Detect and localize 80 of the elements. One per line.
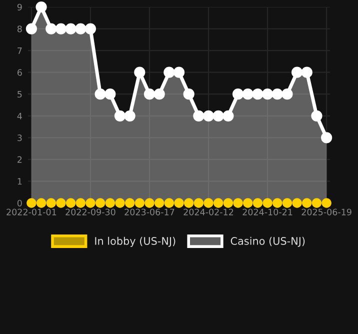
y-tick-label: 5 (18, 91, 22, 98)
point (262, 88, 274, 100)
point (84, 23, 96, 34)
point (154, 88, 165, 100)
y-tick-label: 3 (18, 134, 22, 142)
point (164, 198, 174, 208)
point (75, 23, 86, 34)
point (252, 88, 264, 100)
point (291, 66, 303, 78)
point (55, 23, 67, 34)
point (233, 198, 243, 208)
point (252, 198, 263, 208)
point (46, 23, 57, 34)
point (301, 66, 312, 78)
point (213, 198, 224, 208)
point (95, 198, 106, 208)
point (194, 198, 204, 208)
y-tick-label: 0 (17, 200, 22, 206)
point (183, 88, 194, 100)
point (321, 132, 332, 144)
point (46, 198, 56, 208)
point (272, 88, 283, 100)
point (282, 88, 293, 100)
point (243, 198, 253, 208)
point (86, 198, 96, 208)
point (223, 198, 234, 208)
x-tick-label: 2024-10-21 (242, 208, 292, 216)
y-tick-label: 9 (17, 4, 22, 10)
point (292, 198, 302, 208)
point (94, 88, 106, 100)
point (164, 66, 175, 78)
point (302, 198, 312, 208)
x-tick-label: 2022-01-01 (6, 208, 56, 216)
point (262, 198, 272, 208)
point (154, 198, 164, 208)
point (26, 198, 36, 208)
point (76, 198, 86, 208)
point (134, 66, 146, 78)
point (144, 88, 156, 100)
point (202, 110, 214, 122)
point (26, 23, 37, 34)
point (66, 198, 76, 208)
point (311, 110, 322, 122)
y-tick-label: 7 (18, 48, 22, 54)
y-tick-label: 4 (17, 112, 22, 120)
point (193, 110, 204, 122)
y-tick-label: 8 (17, 26, 22, 32)
x-tick-label: 2023-06-17 (124, 208, 174, 216)
point (134, 198, 145, 208)
x-tick-label: 2022-09-30 (66, 208, 116, 216)
y-tick-label: 6 (17, 69, 22, 76)
point (173, 66, 185, 78)
point (105, 198, 115, 208)
point (222, 110, 234, 122)
point (36, 1, 47, 13)
x-tick-label: 2024-02-12 (184, 208, 234, 216)
x-tick-label: 2025-06-19 (302, 208, 352, 216)
point (312, 198, 322, 208)
point (115, 198, 125, 208)
point (282, 198, 292, 208)
point (124, 198, 135, 208)
point (104, 88, 116, 100)
point (36, 198, 46, 208)
point (65, 23, 76, 34)
point (56, 198, 66, 208)
point (212, 110, 224, 122)
point (322, 198, 332, 208)
legend-label: Casino (US-NJ) (230, 236, 305, 247)
point (232, 88, 244, 100)
legend-label: In lobby (US-NJ) (95, 236, 176, 247)
point (114, 110, 126, 122)
point (144, 198, 154, 208)
y-tick-label: 1 (18, 178, 22, 185)
point (174, 198, 184, 208)
point (124, 110, 136, 122)
point (204, 198, 214, 208)
y-tick-label: 2 (18, 156, 22, 163)
point (184, 198, 194, 208)
point (272, 198, 282, 208)
point (242, 88, 254, 100)
